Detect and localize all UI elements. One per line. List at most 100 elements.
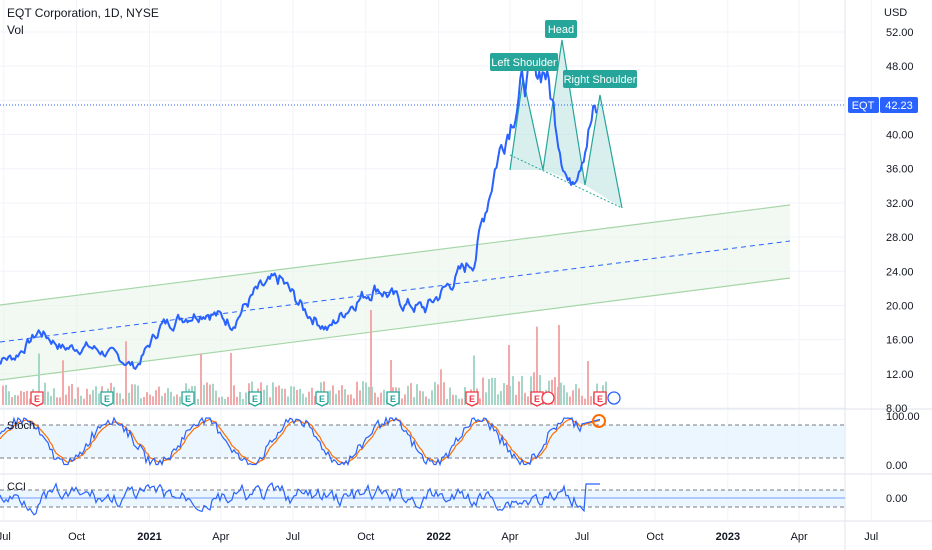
volume-bar xyxy=(296,389,298,405)
current-symbol: EQT xyxy=(852,100,875,112)
channel-upper xyxy=(0,204,791,306)
svg-text:E: E xyxy=(185,394,191,404)
event-marker[interactable] xyxy=(541,391,555,405)
volume-bar xyxy=(173,396,175,405)
volume-bar xyxy=(89,394,91,405)
volume-bar xyxy=(74,398,76,405)
volume-bar xyxy=(377,397,379,405)
volume-bar xyxy=(11,397,13,405)
earnings-marker[interactable]: E xyxy=(593,391,607,407)
volume-bar xyxy=(452,394,454,405)
volume-bar xyxy=(370,310,372,405)
earnings-marker[interactable]: E xyxy=(100,391,114,407)
volume-bar xyxy=(158,386,160,405)
earnings-marker[interactable]: E xyxy=(386,391,400,407)
volume-bar xyxy=(461,398,463,405)
price-tick-label: 52.00 xyxy=(886,27,914,39)
volume-bar xyxy=(473,355,475,405)
price-axis: 8.00 12.00 16.00 20.00 24.00 28.00 32.00 36.00 4… xyxy=(886,27,914,415)
price-tick-label: 20.00 xyxy=(886,300,914,312)
volume-bar xyxy=(299,388,301,405)
stoch-tick-100: 100.00 xyxy=(886,411,920,423)
volume-bar xyxy=(419,390,421,405)
volume-bar xyxy=(347,394,349,405)
volume-bar xyxy=(212,383,214,405)
volume-bar xyxy=(95,386,97,405)
volume-bar xyxy=(416,384,418,405)
volume-bar xyxy=(266,385,268,405)
volume-bar xyxy=(407,385,409,405)
volume-bar xyxy=(329,390,331,405)
volume-bar xyxy=(446,398,448,405)
chart-title: EQT Corporation, 1D, NYSE xyxy=(7,6,159,20)
volume-bar xyxy=(584,398,586,405)
right-shoulder-fill xyxy=(585,95,622,208)
left-shoulder-label-text: Left Shoulder xyxy=(491,57,557,69)
volume-bar xyxy=(491,377,493,405)
time-tick-label: 2021 xyxy=(137,531,161,543)
volume-bar xyxy=(380,392,382,405)
earnings-marker[interactable]: E xyxy=(248,391,262,407)
volume-bar xyxy=(335,393,337,405)
price-tick-label: 16.00 xyxy=(886,335,914,347)
volume-bar xyxy=(578,388,580,405)
volume-bar xyxy=(170,391,172,405)
volume-bar xyxy=(305,397,307,405)
stoch-pane: Stoch xyxy=(0,414,845,467)
volume-bar xyxy=(503,383,505,405)
earnings-marker[interactable]: E xyxy=(530,391,544,407)
left-shoulder-label: Left Shoulder xyxy=(490,53,558,71)
volume-bar xyxy=(458,398,460,405)
price-tick-label: 48.00 xyxy=(886,61,914,73)
volume-bar xyxy=(224,398,226,405)
volume-bar xyxy=(281,388,283,405)
volume-bar xyxy=(155,390,157,405)
svg-text:E: E xyxy=(597,394,603,404)
volume-bar xyxy=(287,396,289,405)
volume-bar xyxy=(59,397,61,405)
volume-bar xyxy=(518,381,520,405)
volume-bar xyxy=(449,387,451,405)
svg-text:E: E xyxy=(390,394,396,404)
price-tick-label: 8.00 xyxy=(886,403,907,415)
earnings-marker[interactable]: E xyxy=(181,391,195,407)
volume-bar xyxy=(218,397,220,405)
volume-bar xyxy=(23,391,25,405)
volume-bar xyxy=(206,382,208,405)
earnings-marker[interactable]: E xyxy=(315,391,329,407)
price-tick-label: 32.00 xyxy=(886,198,914,210)
volume-bar xyxy=(221,396,223,405)
volume-bar xyxy=(383,389,385,405)
earnings-marker[interactable]: E xyxy=(465,391,479,407)
volume-bar xyxy=(236,396,238,405)
cci-tick-0: 0.00 xyxy=(886,493,907,505)
earnings-marker[interactable]: E xyxy=(30,391,44,407)
volume-bar xyxy=(194,385,196,405)
volume-bar xyxy=(359,390,361,405)
volume-bar xyxy=(284,388,286,405)
volume-bar xyxy=(98,393,100,405)
volume-bar xyxy=(203,384,205,405)
volume-bar xyxy=(92,390,94,405)
volume-bar xyxy=(530,376,532,405)
time-tick-label: Jul xyxy=(0,531,11,543)
volume-bar xyxy=(482,377,484,405)
volume-bar xyxy=(558,325,560,405)
neckline xyxy=(509,154,623,209)
volume-bar xyxy=(485,392,487,405)
volume-bar xyxy=(590,396,592,405)
volume-bar xyxy=(137,385,139,405)
volume-bar xyxy=(506,384,508,405)
volume-bar xyxy=(566,392,568,405)
volume-bar xyxy=(113,386,115,405)
volume-bar xyxy=(479,398,481,405)
event-marker[interactable] xyxy=(607,391,621,405)
volume-bar xyxy=(116,392,118,405)
price-tick-label: 36.00 xyxy=(886,164,914,176)
volume-bar xyxy=(227,396,229,405)
volume-bar xyxy=(290,386,292,405)
volume-bar xyxy=(350,394,352,405)
volume-bar xyxy=(50,395,52,405)
volume-bar xyxy=(431,390,433,405)
